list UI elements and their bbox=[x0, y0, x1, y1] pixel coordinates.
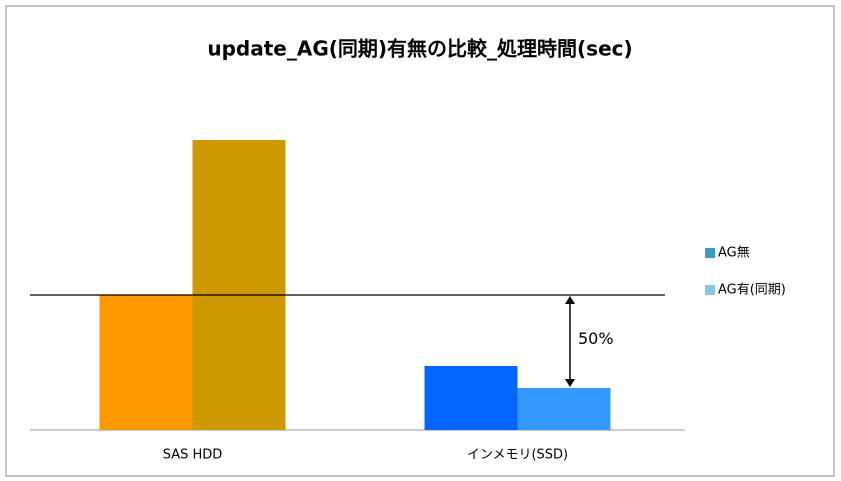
legend-swatch bbox=[705, 248, 715, 258]
legend-label: AG無 bbox=[718, 246, 750, 261]
bar bbox=[424, 366, 518, 430]
bar bbox=[192, 140, 286, 430]
bar bbox=[517, 388, 611, 430]
chart-title: update_AG(同期)有無の比較_処理時間(sec) bbox=[207, 37, 632, 61]
legend-swatch bbox=[705, 285, 715, 295]
annotation: 50% bbox=[578, 329, 614, 348]
x-tick-label: SAS HDD bbox=[163, 448, 223, 463]
arrow-head bbox=[565, 296, 575, 304]
bar bbox=[99, 295, 193, 430]
x-tick-label: インメモリ(SSD) bbox=[467, 448, 568, 463]
legend-label: AG有(同期) bbox=[718, 283, 786, 298]
arrow-head bbox=[565, 379, 575, 387]
